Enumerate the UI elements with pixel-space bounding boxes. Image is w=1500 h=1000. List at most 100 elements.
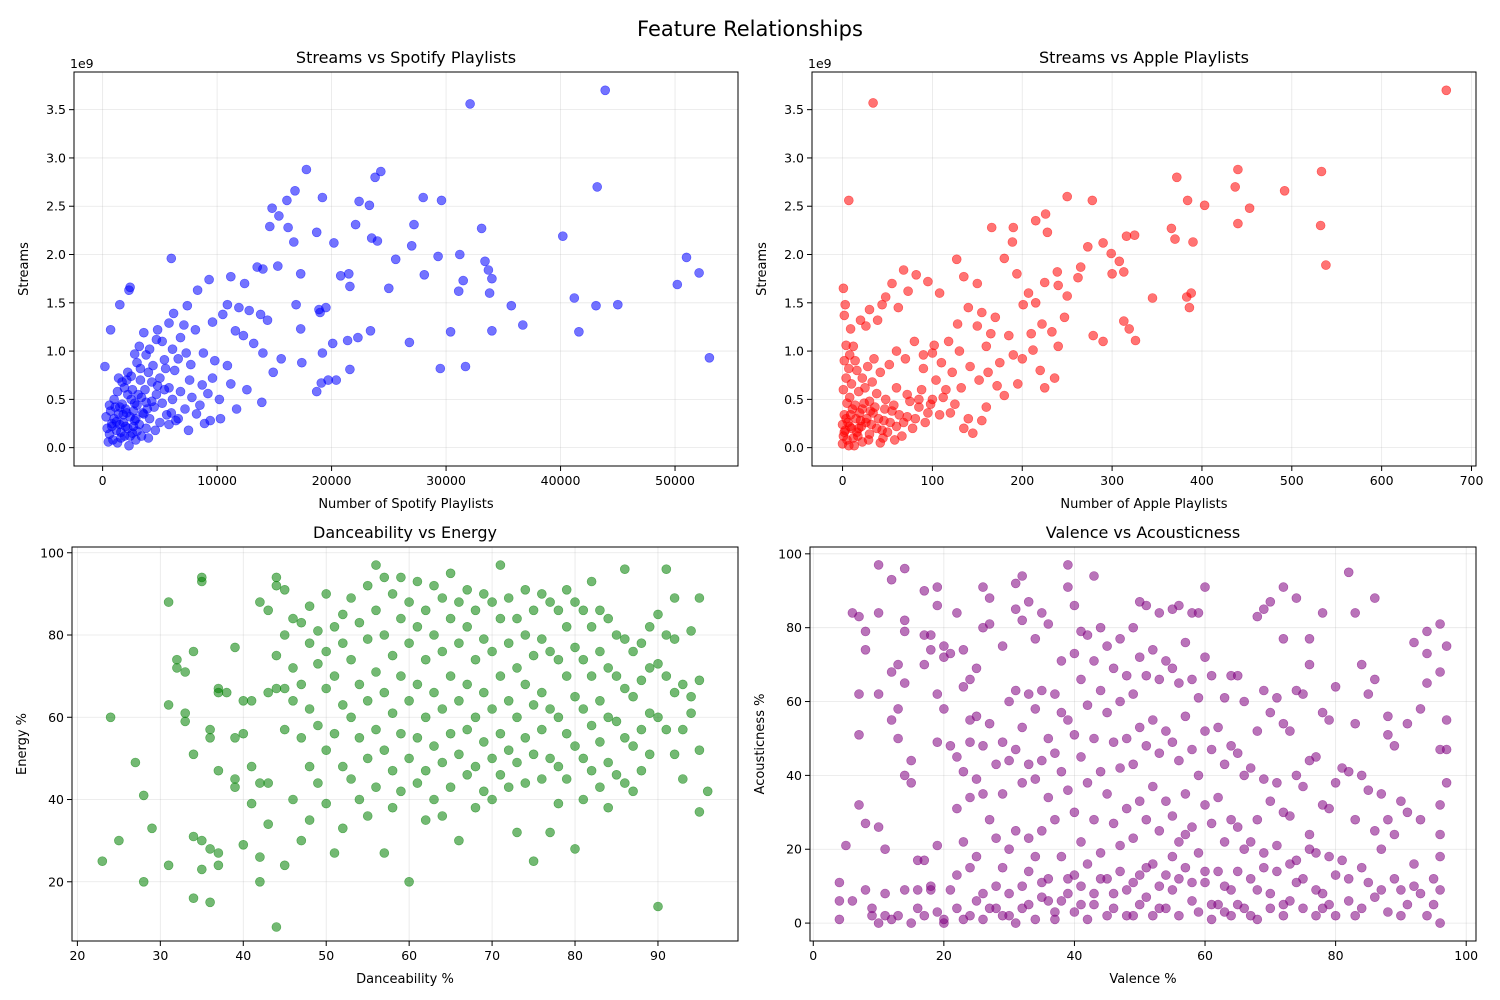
- data-point: [295, 268, 306, 279]
- data-point: [545, 646, 555, 657]
- data-point: [1119, 267, 1129, 277]
- data-point: [364, 200, 375, 211]
- data-point: [958, 837, 969, 847]
- data-point: [187, 392, 197, 403]
- data-point: [965, 737, 975, 748]
- data-point: [495, 671, 506, 681]
- data-point: [898, 265, 909, 275]
- data-point: [843, 195, 854, 206]
- data-point: [873, 689, 884, 699]
- data-point: [478, 737, 489, 747]
- data-point: [997, 737, 1008, 748]
- data-point: [130, 757, 141, 768]
- data-point: [329, 238, 339, 248]
- data-point: [595, 782, 605, 793]
- data-point: [172, 654, 182, 665]
- data-point: [1304, 659, 1315, 670]
- data-point: [412, 732, 423, 743]
- data-point: [694, 593, 705, 603]
- data-point: [1315, 220, 1326, 231]
- data-point: [932, 689, 943, 699]
- data-point: [1435, 667, 1445, 677]
- data-point: [404, 695, 414, 706]
- data-point: [188, 646, 199, 657]
- y-tick-label: 100: [40, 545, 64, 560]
- data-point: [1161, 796, 1171, 807]
- data-point: [1121, 803, 1132, 814]
- data-point: [952, 870, 962, 880]
- data-point: [592, 182, 603, 192]
- data-point: [214, 394, 225, 405]
- data-point: [903, 286, 913, 297]
- data-point: [1233, 218, 1243, 229]
- data-point: [180, 716, 190, 727]
- data-point: [180, 708, 190, 719]
- data-point: [1428, 873, 1439, 884]
- data-point: [1330, 870, 1341, 880]
- data-point: [906, 755, 917, 766]
- x-tick-label: 80: [567, 948, 583, 963]
- data-point: [1129, 230, 1140, 240]
- data-point: [370, 172, 380, 183]
- data-point: [1370, 825, 1380, 836]
- data-point: [873, 822, 884, 832]
- data-point: [1206, 914, 1217, 925]
- data-point: [978, 582, 988, 592]
- data-point: [313, 658, 323, 669]
- data-point: [925, 630, 936, 640]
- data-point: [1311, 752, 1321, 762]
- data-point: [945, 740, 956, 751]
- data-point: [207, 317, 218, 327]
- data-point: [365, 325, 376, 336]
- data-point: [1141, 892, 1152, 903]
- data-point: [337, 700, 348, 710]
- data-point: [139, 327, 149, 338]
- data-point: [1130, 335, 1141, 346]
- data-point: [420, 654, 431, 665]
- data-point: [1017, 353, 1028, 364]
- data-point: [412, 576, 423, 587]
- data-point: [838, 283, 849, 294]
- data-point: [487, 597, 497, 607]
- data-point: [1252, 814, 1263, 825]
- data-point: [1059, 312, 1070, 323]
- data-point: [353, 332, 363, 343]
- data-point: [619, 683, 630, 694]
- data-point: [661, 630, 672, 640]
- data-point: [1056, 896, 1067, 906]
- data-point: [409, 219, 419, 230]
- data-point: [1441, 715, 1452, 725]
- data-point: [644, 749, 655, 760]
- data-point: [893, 659, 903, 670]
- data-point: [172, 663, 182, 673]
- data-point: [396, 572, 406, 583]
- data-point: [965, 862, 975, 873]
- data-point: [1285, 896, 1295, 906]
- data-point: [213, 848, 224, 858]
- data-point: [487, 273, 497, 284]
- data-point: [1291, 877, 1302, 888]
- data-point: [383, 283, 394, 294]
- data-point: [1422, 648, 1432, 659]
- data-point: [971, 711, 982, 722]
- data-point: [1017, 777, 1028, 788]
- data-point: [1030, 704, 1041, 714]
- data-point: [406, 241, 417, 251]
- data-point: [636, 765, 647, 776]
- data-point: [520, 630, 531, 640]
- data-point: [197, 576, 207, 587]
- data-point: [1200, 877, 1210, 888]
- data-point: [1106, 248, 1116, 259]
- data-point: [279, 630, 290, 640]
- data-point: [230, 325, 241, 336]
- x-tick-label: 90: [650, 948, 666, 963]
- data-point: [1023, 689, 1034, 699]
- data-point: [420, 712, 431, 723]
- data-point: [868, 98, 878, 108]
- data-point: [1239, 903, 1249, 914]
- data-point: [230, 782, 240, 793]
- data-point: [838, 384, 849, 395]
- data-point: [1053, 280, 1063, 291]
- y-tick-label: 100: [778, 546, 802, 561]
- data-point: [238, 839, 249, 850]
